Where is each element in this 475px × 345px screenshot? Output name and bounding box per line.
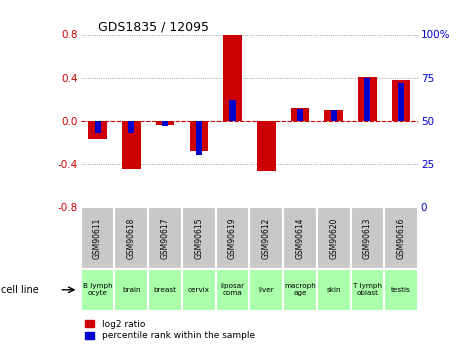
Text: GSM90620: GSM90620	[329, 217, 338, 259]
Bar	[216, 207, 249, 269]
Bar	[182, 269, 216, 310]
Bar	[81, 207, 114, 269]
Text: GSM90613: GSM90613	[363, 217, 372, 259]
Text: GSM90612: GSM90612	[262, 217, 271, 259]
Bar	[283, 207, 317, 269]
Text: GDS1835 / 12095: GDS1835 / 12095	[97, 20, 209, 33]
Bar	[223, 34, 242, 121]
Text: GSM90619: GSM90619	[228, 217, 237, 259]
Bar	[384, 207, 418, 269]
Bar	[331, 110, 337, 121]
Bar	[182, 207, 216, 269]
Bar	[196, 121, 202, 155]
Bar	[122, 121, 141, 169]
Text: GSM90614: GSM90614	[295, 217, 304, 259]
Bar	[148, 207, 182, 269]
Bar	[392, 80, 410, 121]
Bar	[351, 269, 384, 310]
Text: cell line: cell line	[1, 285, 38, 295]
Bar	[317, 269, 351, 310]
Bar	[156, 121, 174, 125]
Text: T lymph
oblast: T lymph oblast	[353, 283, 382, 296]
Text: GSM90611: GSM90611	[93, 217, 102, 259]
Text: GSM90617: GSM90617	[161, 217, 170, 259]
Text: GSM90615: GSM90615	[194, 217, 203, 259]
Bar	[216, 269, 249, 310]
Text: liver: liver	[258, 287, 274, 293]
Bar	[249, 207, 283, 269]
Bar	[297, 109, 303, 121]
Bar	[148, 269, 182, 310]
Text: testis: testis	[391, 287, 411, 293]
Bar	[398, 83, 404, 121]
Text: breast: breast	[153, 287, 177, 293]
Bar	[114, 269, 148, 310]
Bar	[283, 269, 317, 310]
Bar	[81, 269, 114, 310]
Bar	[324, 110, 343, 121]
Bar	[162, 121, 168, 126]
Text: liposar
coma: liposar coma	[220, 283, 245, 296]
Bar	[128, 121, 134, 133]
Bar	[257, 121, 276, 171]
Bar	[358, 77, 377, 121]
Text: GSM90618: GSM90618	[127, 217, 136, 259]
Bar	[249, 269, 283, 310]
Legend: log2 ratio, percentile rank within the sample: log2 ratio, percentile rank within the s…	[86, 320, 255, 341]
Text: cervix: cervix	[188, 287, 210, 293]
Text: brain: brain	[122, 287, 141, 293]
Bar	[291, 108, 309, 121]
Text: macroph
age: macroph age	[284, 283, 316, 296]
Text: GSM90616: GSM90616	[397, 217, 406, 259]
Bar	[364, 78, 370, 121]
Bar	[88, 121, 107, 139]
Bar	[351, 207, 384, 269]
Bar	[95, 121, 101, 133]
Bar	[190, 121, 208, 151]
Text: skin: skin	[326, 287, 341, 293]
Bar	[229, 100, 236, 121]
Bar	[384, 269, 418, 310]
Bar	[114, 207, 148, 269]
Bar	[317, 207, 351, 269]
Text: B lymph
ocyte: B lymph ocyte	[83, 283, 113, 296]
